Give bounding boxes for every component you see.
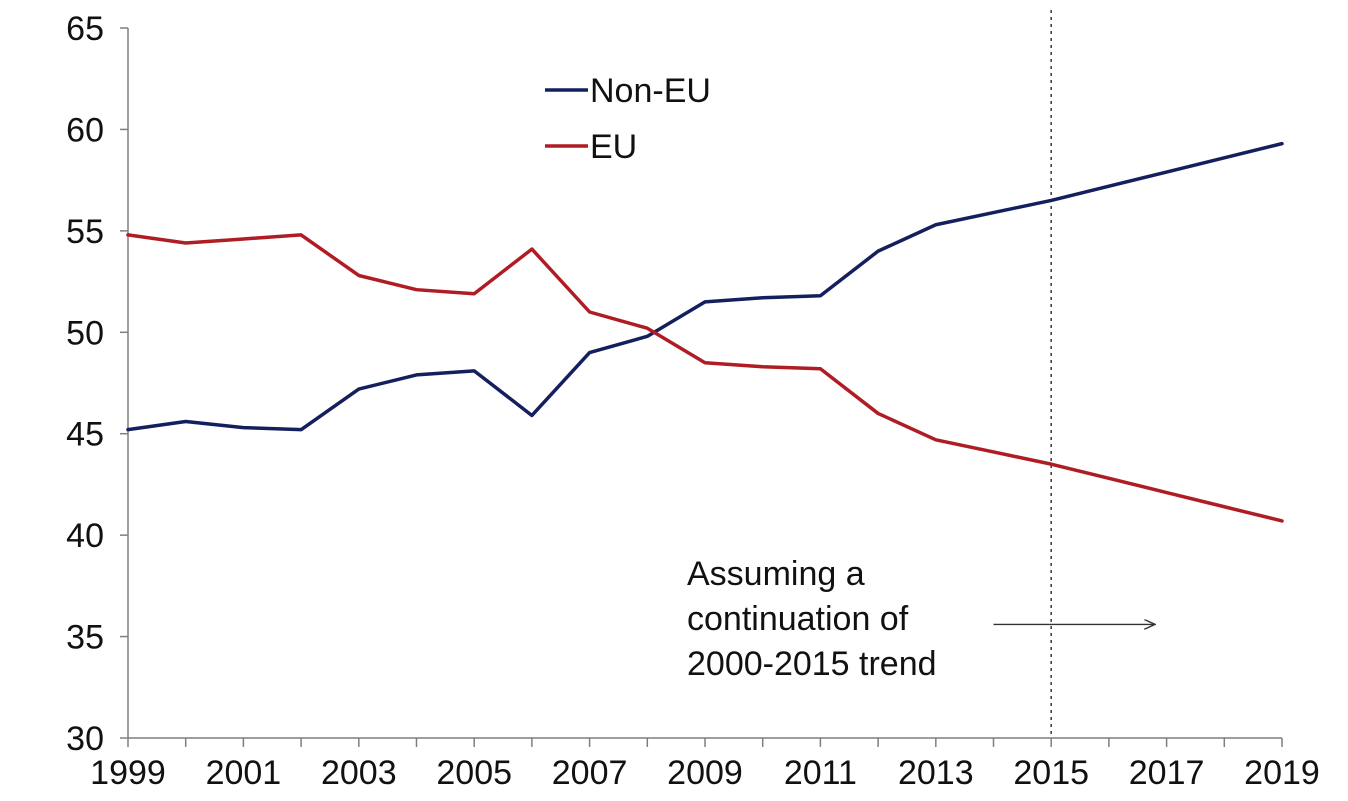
trend-annotation: Assuming a continuation of 2000-2015 tre…: [687, 555, 1155, 683]
legend-label-non-eu: Non-EU: [590, 72, 711, 110]
annotation-line-1: Assuming a: [687, 555, 865, 593]
x-tick-label: 2011: [784, 754, 857, 792]
y-tick-label: 55: [66, 213, 104, 251]
series-lines: [126, 141, 1284, 523]
y-tick-label: 35: [66, 619, 104, 657]
y-tick-label: 60: [66, 111, 104, 149]
x-tick-label: 2009: [667, 754, 743, 792]
x-tick-label: 2005: [436, 754, 512, 792]
x-tick-label: 1999: [90, 754, 166, 792]
legend: Non-EU EU: [545, 72, 711, 166]
y-tick-label: 50: [66, 314, 104, 352]
x-tick-label: 2017: [1129, 754, 1205, 792]
y-tick-label: 65: [66, 10, 104, 48]
x-tick-label: 2015: [1013, 754, 1089, 792]
series-line-eu: [126, 233, 1284, 523]
x-tick-label: 2001: [206, 754, 282, 792]
x-tick-label: 2013: [898, 754, 974, 792]
x-axis: 1999 2001 2003 2005 2007 2009 2011 2013 2015 2017…: [90, 737, 1320, 792]
annotation-line-2: continuation of: [687, 600, 909, 638]
y-tick-label: 30: [66, 720, 104, 758]
legend-label-eu: EU: [590, 128, 637, 166]
y-tick-label: 40: [66, 517, 104, 555]
x-tick-label: 2003: [321, 754, 397, 792]
y-tick-label: 45: [66, 416, 104, 454]
series-line-non-eu: [126, 141, 1284, 432]
x-tick-label: 2007: [552, 754, 628, 792]
y-axis: 30 35 40 45 50 55 60 65: [66, 10, 129, 758]
x-tick-label: 2019: [1244, 754, 1320, 792]
annotation-line-3: 2000-2015 trend: [687, 645, 937, 683]
